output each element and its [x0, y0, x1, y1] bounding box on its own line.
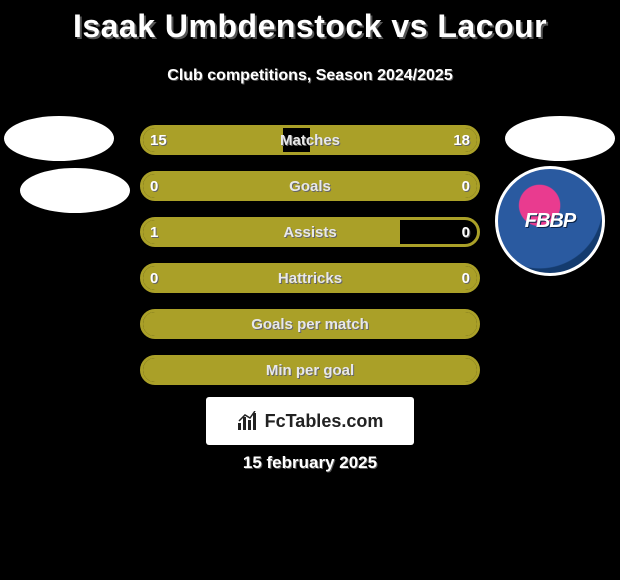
stat-row: Min per goal: [0, 355, 620, 385]
page-title: Isaak Umbdenstock vs Lacour: [0, 0, 620, 45]
stat-bar-left: [143, 266, 477, 290]
bar-chart-icon: [237, 411, 259, 431]
stat-bar-left: [143, 174, 477, 198]
stat-bar-track: Matches: [140, 125, 480, 155]
stat-value-left: 0: [150, 171, 158, 201]
stat-bar-right: [310, 128, 477, 152]
stat-bar-track: Hattricks: [140, 263, 480, 293]
stat-value-right: 0: [462, 263, 470, 293]
stat-value-right: 18: [453, 125, 470, 155]
stat-bar-left: [143, 358, 477, 382]
comparison-chart: Matches1518Goals00Assists10Hattricks00Go…: [0, 125, 620, 385]
fctables-label: FcTables.com: [265, 411, 384, 432]
page-subtitle: Club competitions, Season 2024/2025: [0, 67, 620, 85]
stat-bar-track: Min per goal: [140, 355, 480, 385]
fctables-badge[interactable]: FcTables.com: [206, 397, 414, 445]
stat-value-right: 0: [462, 171, 470, 201]
snapshot-date: 15 february 2025: [0, 453, 620, 473]
stat-bar-left: [143, 312, 477, 336]
stat-row: Goals0 0: [0, 171, 620, 201]
stat-bar-left: [143, 220, 400, 244]
stat-value-left: 1: [150, 217, 158, 247]
stat-row: Matches15 18: [0, 125, 620, 155]
stat-value-left: 0: [150, 263, 158, 293]
stat-value-left: 15: [150, 125, 167, 155]
stat-row: Assists1 0: [0, 217, 620, 247]
stat-row: Goals per match: [0, 309, 620, 339]
stat-value-right: 0: [462, 217, 470, 247]
stat-bar-track: Assists: [140, 217, 480, 247]
stat-row: Hattricks0 0: [0, 263, 620, 293]
stat-bar-track: Goals per match: [140, 309, 480, 339]
stat-bar-track: Goals: [140, 171, 480, 201]
